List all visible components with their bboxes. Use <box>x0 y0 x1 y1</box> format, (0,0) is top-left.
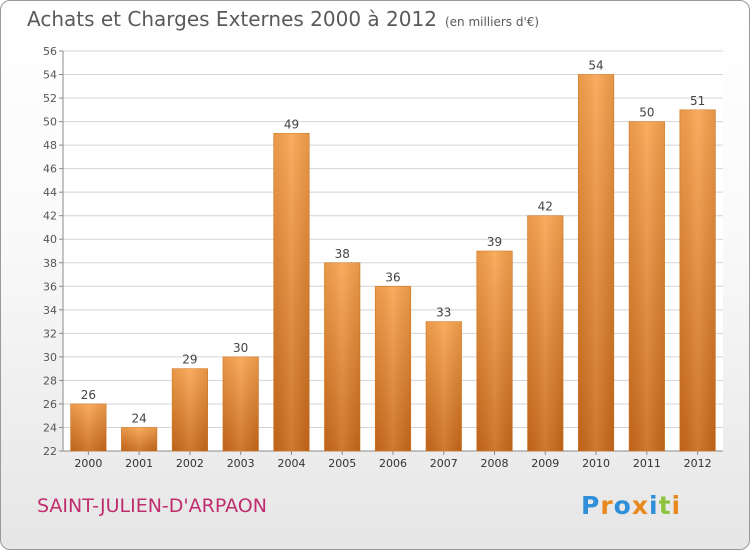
data-label: 29 <box>182 353 197 367</box>
bar-shading <box>679 109 716 451</box>
y-tick-label: 34 <box>43 304 57 317</box>
chart-title: Achats et Charges Externes 2000 à 2012 (e… <box>27 7 539 31</box>
x-tick-label: 2006 <box>379 457 407 470</box>
bar-shading <box>578 74 614 451</box>
x-tick-label: 2003 <box>227 457 255 470</box>
x-tick-label: 2007 <box>430 457 458 470</box>
bar-shading <box>426 321 462 451</box>
y-tick-label: 30 <box>43 351 57 364</box>
data-label: 39 <box>487 235 502 249</box>
place-name: SAINT-JULIEN-D'ARPAON <box>37 495 267 517</box>
logo-letter: x <box>631 491 649 520</box>
data-label: 30 <box>233 341 248 355</box>
data-label: 38 <box>335 247 350 261</box>
axes: 22 24 26 28 30 32 34 36 38 40 42 44 46 48 50 52 54 56 <box>43 45 723 458</box>
bar-shading <box>527 215 564 451</box>
y-tick-label: 40 <box>43 233 57 246</box>
bar-shading <box>629 121 665 452</box>
data-label: 24 <box>132 411 147 425</box>
data-label: 54 <box>588 59 603 73</box>
x-tick-label: 2000 <box>74 457 102 470</box>
y-tick-label: 44 <box>43 186 57 199</box>
logo-letter: t <box>658 491 672 520</box>
y-tick-label: 52 <box>43 92 57 105</box>
data-label: 36 <box>385 270 400 284</box>
data-label: 42 <box>538 200 553 214</box>
data-label: 33 <box>436 306 451 320</box>
y-tick-label: 32 <box>43 327 57 340</box>
logo-letter: r <box>600 491 614 520</box>
chart-title-text: Achats et Charges Externes 2000 à 2012 <box>27 7 437 31</box>
y-tick-label: 56 <box>43 45 57 58</box>
y-tick-label: 50 <box>43 116 57 129</box>
data-label: 49 <box>284 117 299 131</box>
x-tick-label: 2004 <box>277 457 305 470</box>
bar-shading <box>324 262 360 451</box>
logo-letter: i <box>649 491 659 520</box>
bar-shading <box>476 251 513 451</box>
y-tick-label: 54 <box>43 69 57 82</box>
y-tick-label: 26 <box>43 398 57 411</box>
x-tick-label: 2011 <box>633 457 661 470</box>
y-tick-label: 48 <box>43 139 57 152</box>
bar-shading <box>375 286 411 451</box>
x-tick-label: 2002 <box>176 457 204 470</box>
data-label: 50 <box>639 106 654 120</box>
y-tick-label: 38 <box>43 257 57 270</box>
proxiti-logo: Proxiti <box>581 491 681 520</box>
x-tick-label: 2010 <box>582 457 610 470</box>
bar-shading <box>70 403 107 451</box>
data-label: 51 <box>690 94 705 108</box>
bar-shading <box>172 368 208 451</box>
x-tick-label: 2008 <box>481 457 509 470</box>
y-tick-label: 42 <box>43 210 57 223</box>
logo-letter: i <box>671 491 682 520</box>
y-tick-label: 36 <box>43 280 57 293</box>
y-tick-label: 22 <box>43 445 57 458</box>
x-tick-label: 2012 <box>684 457 712 470</box>
y-tick-label: 46 <box>43 163 57 176</box>
x-tick-label: 2005 <box>328 457 356 470</box>
logo-letter: P <box>581 491 601 520</box>
bars <box>70 74 716 452</box>
data-labels: 26 2000 24 2001 29 2002 30 2003 49 2004 38 2005 36 20… <box>74 59 711 470</box>
x-tick-label: 2001 <box>125 457 153 470</box>
bar-shading <box>222 356 259 451</box>
y-tick-label: 28 <box>43 374 57 387</box>
chart-unit: (en milliers d'€) <box>444 15 540 29</box>
data-label: 26 <box>81 388 96 402</box>
bar-shading <box>273 133 310 451</box>
y-tick-label: 24 <box>43 421 57 434</box>
bar-shading <box>121 427 157 451</box>
logo-letter: o <box>613 491 632 520</box>
x-tick-label: 2009 <box>531 457 559 470</box>
